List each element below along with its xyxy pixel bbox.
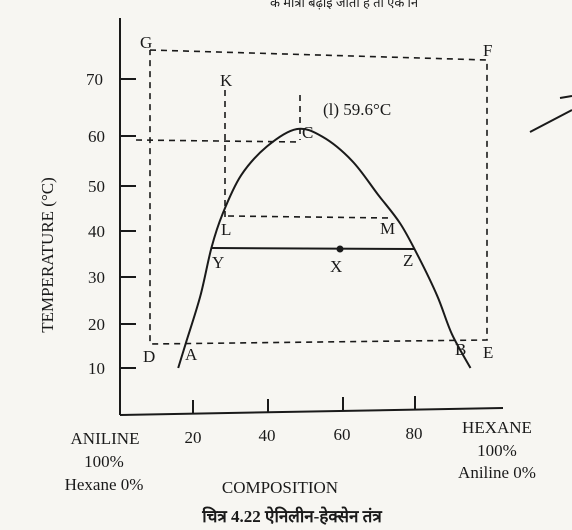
- y-axis-label: TEMPERATURE (°C): [38, 177, 57, 333]
- point-label-y: Y: [212, 253, 224, 272]
- y-tick-label-10: 10: [88, 359, 105, 378]
- tie-line-yz: [211, 247, 415, 250]
- y-tick-label-30: 30: [88, 268, 105, 287]
- point-label-a: A: [185, 345, 198, 364]
- region-boundary-gfed: [149, 49, 488, 345]
- point-label-b: B: [455, 340, 466, 359]
- point-label-e: E: [483, 343, 493, 362]
- critical-temperature-label: (l) 59.6°C: [323, 100, 391, 119]
- point-label-k: K: [220, 71, 233, 90]
- x-tick-label-60: 60: [334, 425, 351, 444]
- y-tick-label-20: 20: [88, 315, 105, 334]
- x-tick-label-20: 20: [185, 428, 202, 447]
- point-x-marker: [336, 245, 344, 253]
- header-fragment: के मात्रा बढ़ाई जाती है तो एक नि: [270, 0, 419, 10]
- tie-line-lm: [227, 215, 391, 219]
- right-end-label: HEXANE 100% Aniline 0%: [458, 418, 536, 482]
- point-label-d: D: [143, 347, 155, 366]
- y-tick-labels: 70 60 50 40 30 20 10: [86, 70, 105, 378]
- left-end-line-2: 100%: [84, 452, 124, 471]
- x-axis-label: COMPOSITION: [222, 478, 338, 497]
- margin-arrow-mark: [529, 109, 572, 133]
- point-label-l: L: [221, 220, 231, 239]
- y-tick-label-50: 50: [88, 177, 105, 196]
- right-end-line-2: 100%: [477, 441, 517, 460]
- y-tick-label-60: 60: [88, 127, 105, 146]
- x-tick-label-80: 80: [406, 424, 423, 443]
- miscibility-curve: [177, 127, 472, 369]
- figure-caption: चित्र 4.22 ऐनिलीन-हेक्सेन तंत्र: [201, 506, 382, 526]
- y-tick-label-70: 70: [86, 70, 103, 89]
- y-tick-label-40: 40: [88, 222, 105, 241]
- right-end-line-3: Aniline 0%: [458, 463, 536, 482]
- left-end-line-1: ANILINE: [71, 429, 140, 448]
- point-label-f: F: [483, 41, 492, 60]
- point-label-m: M: [380, 219, 395, 238]
- margin-arrow-mark-2: [559, 95, 572, 99]
- left-end-label: ANILINE 100% Hexane 0%: [65, 429, 144, 494]
- x-axis-line: [119, 407, 504, 416]
- x-ticks: [192, 396, 416, 414]
- point-label-g: G: [140, 33, 152, 52]
- point-label-x: X: [330, 257, 342, 276]
- left-end-line-3: Hexane 0%: [65, 475, 144, 494]
- x-tick-labels: 20 40 60 80: [185, 424, 423, 447]
- right-end-line-1: HEXANE: [462, 418, 532, 437]
- y-ticks: [120, 78, 136, 369]
- point-label-c: C: [302, 123, 313, 142]
- x-tick-label-40: 40: [259, 426, 276, 445]
- point-label-z: Z: [403, 251, 413, 270]
